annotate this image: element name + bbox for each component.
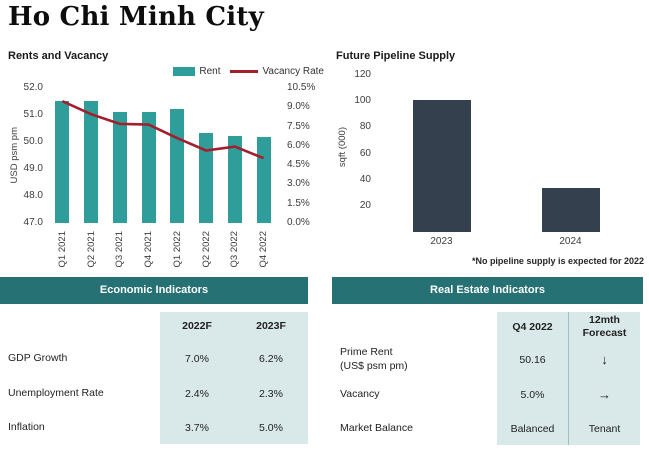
rent-bar — [55, 100, 70, 223]
quarter-label: Q2 2022 — [200, 231, 212, 268]
economic-indicators-header: Economic Indicators — [0, 277, 308, 304]
quarter-label: Q4 2021 — [143, 231, 155, 268]
right-axis-tick: 3.0% — [287, 178, 310, 190]
pipeline-supply-chart: Future Pipeline Supply sqft (000) 120 100… — [336, 50, 646, 266]
right-axis-tick: 4.5% — [287, 159, 310, 171]
right-axis-tick: 10.5% — [287, 82, 316, 93]
quarter-label: Q1 2022 — [171, 231, 183, 268]
year-label: 2024 — [559, 236, 582, 247]
pipeline-plot — [377, 62, 635, 232]
real-estate-row-label: Vacancy — [340, 387, 380, 400]
pipeline-axis-tick: 100 — [354, 95, 371, 107]
economic-indicators-grid: 2022F 2023F GDP Growth 7.0% 6.2% Unemployment… — [0, 312, 308, 444]
pipeline-axis-tick: 60 — [359, 147, 371, 159]
economic-corner-cell — [0, 312, 160, 340]
real-estate-value-cell: Tenant — [568, 412, 640, 445]
quarter-label: Q4 2022 — [258, 231, 270, 268]
left-axis-tick: 48.0 — [23, 190, 43, 201]
economic-value-cell: 3.7% — [160, 411, 234, 444]
left-axis-tick: 50.0 — [23, 136, 43, 147]
real-estate-column-header: Q4 2022 — [497, 312, 568, 342]
left-axis-tick: 52.0 — [23, 82, 43, 93]
quarter-label: Q3 2021 — [114, 231, 126, 268]
left-axis-tick: 51.0 — [23, 109, 43, 120]
real-estate-row-label: Prime Rent (US$ psm pm) — [340, 346, 408, 372]
rent-bar — [256, 137, 271, 223]
rents-y-axis-label: USD psm pm — [9, 126, 20, 184]
economic-row-label: Inflation — [8, 420, 45, 433]
right-axis-tick: 6.0% — [287, 139, 310, 151]
rent-bar — [141, 111, 156, 223]
real-estate-value-cell: → — [568, 377, 640, 412]
rent-bar — [84, 100, 99, 223]
rents-vacancy-title: Rents and Vacancy — [8, 50, 109, 62]
rents-vacancy-chart: Rents and Vacancy Rent Vacancy Rate USD … — [8, 50, 324, 279]
pipeline-axis-tick: 80 — [359, 121, 371, 133]
pipeline-bar — [412, 99, 471, 232]
pipeline-title: Future Pipeline Supply — [336, 50, 456, 62]
real-estate-corner-cell — [332, 312, 497, 342]
right-axis-tick: 0.0% — [287, 216, 310, 228]
page-title: Ho Chi Minh City — [8, 2, 264, 32]
pipeline-axis-ticks: 120 100 80 60 40 20 — [349, 62, 377, 232]
pipeline-footnote: *No pipeline supply is expected for 2022 — [471, 256, 644, 266]
real-estate-value-cell: ↓ — [568, 342, 640, 377]
rent-bar — [112, 111, 127, 223]
economic-indicators-table: Economic Indicators 2022F 2023F GDP Growth… — [0, 277, 308, 444]
legend-vacancy-label: Vacancy Rate — [262, 65, 324, 77]
rents-plot — [48, 87, 278, 223]
rents-left-axis-ticks: 52.0 51.0 50.0 49.0 48.0 47.0 — [21, 82, 48, 228]
real-estate-indicators-grid: Q4 2022 12mth Forecast Prime Rent (US$ psm p… — [332, 312, 643, 445]
vacancy-line-icon — [230, 69, 259, 73]
real-estate-value-cell: 5.0% — [497, 377, 568, 412]
pipeline-axis-tick: 40 — [359, 173, 371, 185]
pipeline-bar — [541, 187, 600, 232]
real-estate-indicators-table: Real Estate Indicators Q4 2022 12mth Forec… — [332, 277, 643, 445]
pipeline-x-axis-labels: 2023 2024 — [377, 236, 635, 250]
pipeline-axis-tick: 20 — [359, 199, 371, 211]
economic-value-cell: 7.0% — [160, 340, 234, 377]
legend-item-rent: Rent — [173, 66, 220, 77]
economic-row-label: Unemployment Rate — [8, 387, 104, 400]
rent-bars — [48, 87, 278, 223]
rents-vacancy-plot-area: USD psm pm 52.0 51.0 50.0 49.0 48.0 47.0 10.5… — [8, 82, 324, 228]
right-axis-tick: 9.0% — [287, 101, 310, 113]
economic-value-cell: 6.2% — [234, 340, 308, 377]
real-estate-column-header: 12mth Forecast — [568, 312, 640, 342]
left-axis-tick: 49.0 — [23, 163, 43, 174]
pipeline-y-axis-label: sqft (000) — [337, 126, 348, 168]
quarter-label: Q2 2021 — [85, 231, 97, 268]
quarter-label: Q3 2022 — [229, 231, 241, 268]
real-estate-value-cell: Balanced — [497, 412, 568, 445]
year-label: 2023 — [430, 236, 453, 247]
rent-bar — [227, 136, 242, 223]
legend-item-vacancy: Vacancy Rate — [230, 66, 324, 77]
rents-vacancy-legend: Rent Vacancy Rate — [8, 64, 324, 78]
real-estate-row-label: Market Balance — [340, 421, 413, 434]
economic-value-cell: 2.4% — [160, 377, 234, 411]
right-axis-tick: 1.5% — [287, 197, 310, 209]
economic-column-header: 2023F — [234, 312, 308, 340]
economic-column-header: 2022F — [160, 312, 234, 340]
vacancy-rate-line — [61, 100, 265, 160]
vacancy-right-axis-ticks: 10.5% 9.0% 7.5% 6.0% 4.5% 3.0% 1.5% 0.0% — [278, 82, 324, 228]
legend-rent-label: Rent — [199, 65, 221, 77]
rent-swatch-icon — [173, 66, 196, 76]
economic-row-label: GDP Growth — [8, 351, 68, 364]
real-estate-value-cell: 50.16 — [497, 342, 568, 377]
economic-value-cell: 2.3% — [234, 377, 308, 411]
right-axis-tick: 7.5% — [287, 120, 310, 132]
quarter-label: Q1 2021 — [56, 231, 68, 268]
real-estate-indicators-header: Real Estate Indicators — [332, 277, 643, 304]
pipeline-plot-area: sqft (000) 120 100 80 60 40 20 — [336, 62, 646, 232]
pipeline-axis-tick: 120 — [354, 69, 371, 81]
left-axis-tick: 47.0 — [23, 217, 43, 228]
rent-bar — [199, 133, 214, 223]
rents-x-axis-labels: Q1 2021 Q2 2021 Q3 2021 Q4 2021 Q1 2022 Q2 20… — [48, 231, 278, 279]
economic-value-cell: 5.0% — [234, 411, 308, 444]
